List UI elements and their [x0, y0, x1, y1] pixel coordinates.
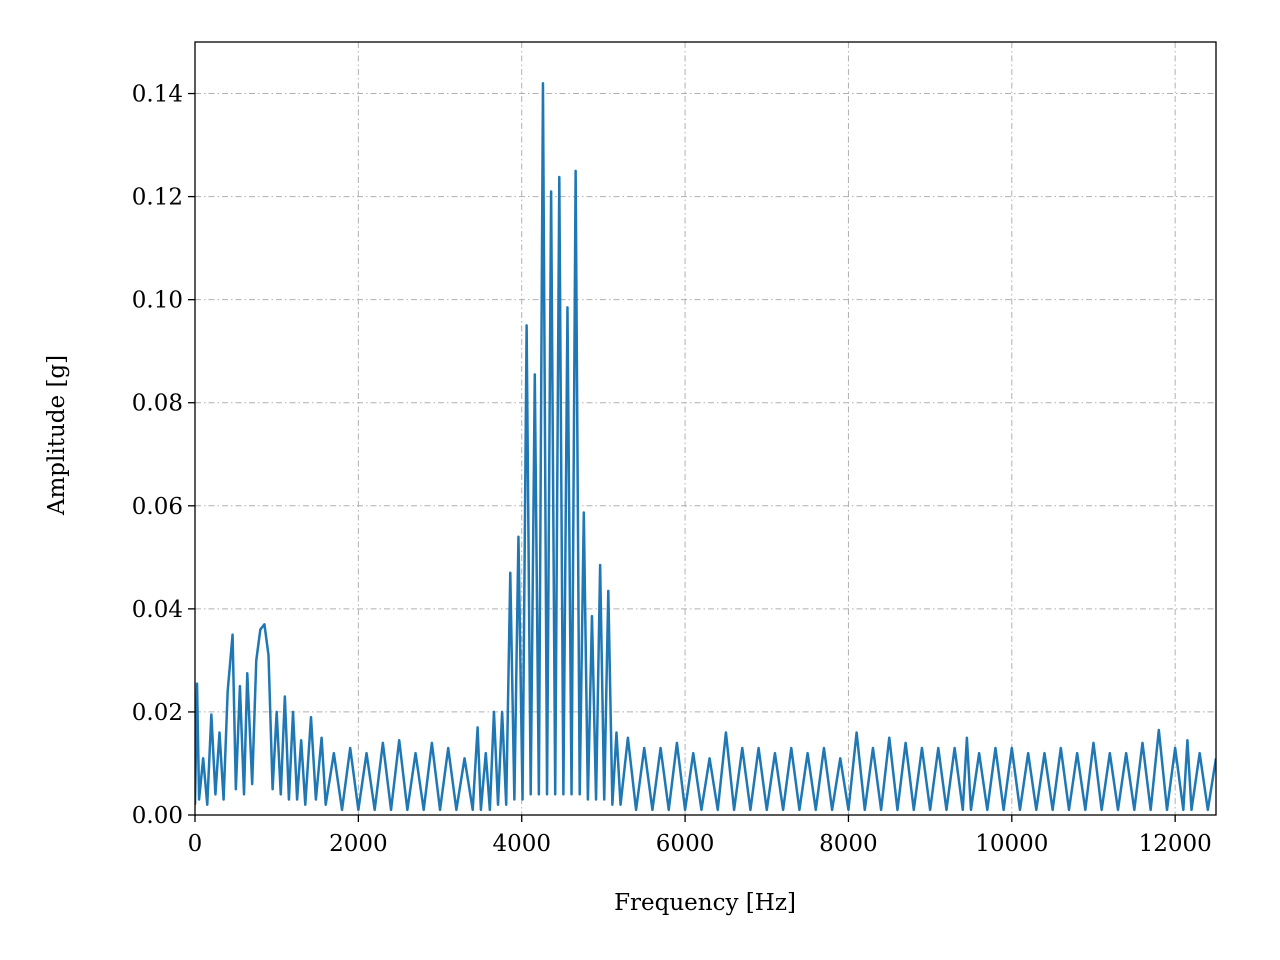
- y-tick-label: 0.10: [132, 288, 183, 314]
- y-tick-label: 0.06: [132, 494, 183, 520]
- x-tick-label: 6000: [656, 831, 715, 857]
- x-tick-label: 8000: [819, 831, 878, 857]
- y-tick-label: 0.12: [132, 185, 183, 211]
- y-tick-label: 0.00: [132, 803, 183, 829]
- x-tick-label: 0: [188, 831, 203, 857]
- x-tick-label: 12000: [1139, 831, 1212, 857]
- x-axis-label: Frequency [Hz]: [614, 890, 796, 916]
- y-tick-label: 0.04: [132, 597, 183, 623]
- plot-area: [195, 81, 1216, 812]
- x-tick-label: 10000: [975, 831, 1048, 857]
- y-tick-label: 0.08: [132, 391, 183, 417]
- y-axis-label: Amplitude [g]: [44, 355, 70, 516]
- grid: [194, 42, 1216, 816]
- x-tick-label: 2000: [329, 831, 388, 857]
- axes-frame: [194, 41, 1217, 816]
- x-tick-label: 4000: [492, 831, 551, 857]
- y-tick-label: 0.02: [132, 700, 183, 726]
- y-tick-label: 0.14: [132, 82, 183, 108]
- series-line: [195, 81, 1216, 812]
